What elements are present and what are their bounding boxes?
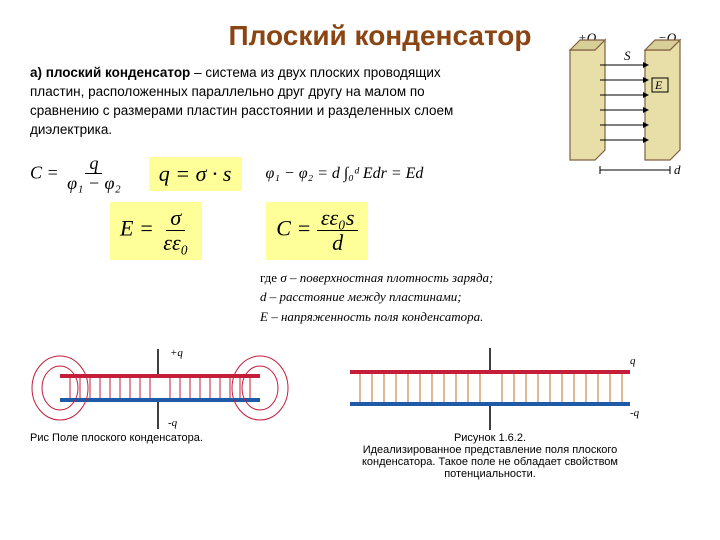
svg-text:-q: -q bbox=[630, 407, 640, 419]
formula-row-2: E = σεε₀ C = εε₀sd bbox=[30, 202, 690, 259]
formula-c-phi: C = qφ₁ − φ₂ bbox=[30, 154, 125, 195]
legend-e: E – напряженность поля конденсатора. bbox=[260, 309, 483, 324]
formula-c-main: C = εε₀sd bbox=[266, 202, 368, 259]
capacitor-3d-diagram: +Q −Q S E d bbox=[560, 30, 690, 180]
svg-text:q: q bbox=[630, 355, 636, 367]
svg-text:+q: +q bbox=[170, 347, 183, 359]
d-label: d bbox=[674, 162, 681, 177]
def-label: а) плоский конденсатор bbox=[30, 65, 190, 80]
formula-phi-integral: φ₁ − φ₂ = d ∫₀ᵈ Edr = Ed bbox=[266, 165, 424, 183]
field-diagrams-row: +q -q bbox=[30, 344, 690, 424]
legend-block: где σ – поверхностная плотность заряда; … bbox=[260, 268, 690, 327]
formula-e-sigma: E = σεε₀ bbox=[110, 202, 202, 259]
captions-row: Рис Поле плоского конденсатора. Рисунок … bbox=[30, 432, 690, 480]
formula-q-sigma: q = σ · s bbox=[149, 157, 242, 191]
legend-d: d – расстояние между пластинами; bbox=[260, 289, 462, 304]
caption-left: Рис Поле плоского конденсатора. bbox=[30, 432, 290, 480]
definition-text: а) плоский конденсатор – система из двух… bbox=[30, 64, 480, 140]
s-label: S bbox=[624, 48, 631, 63]
field-diagram-left: +q -q bbox=[30, 344, 290, 424]
e-label: E bbox=[654, 78, 663, 92]
legend-sigma: σ – поверхностная плотность заряда; bbox=[280, 270, 493, 285]
legend-prefix: где bbox=[260, 270, 280, 285]
svg-text:-q: -q bbox=[168, 417, 178, 429]
field-diagram-right: q -q bbox=[330, 344, 650, 424]
caption-right: Рисунок 1.6.2. Идеализированное представ… bbox=[330, 432, 650, 480]
